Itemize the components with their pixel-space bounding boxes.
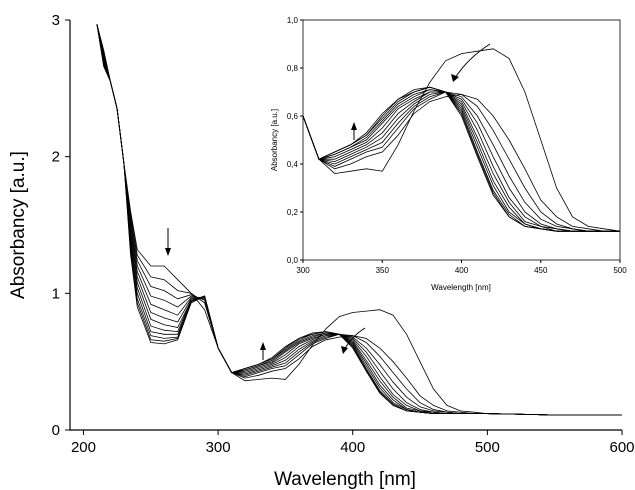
inset-series-line-6 [302,91,620,232]
inset-y-tick-label: 0,4 [287,160,299,169]
inset-x-tick-label: 500 [613,266,627,275]
inset-series-line-4 [302,91,620,232]
inset-y-tick-label: 0,6 [287,112,299,121]
decrease-arrow [165,228,171,256]
inset-increase-arrow [351,122,357,140]
main-series-line-1 [96,23,622,416]
main-x-tick-label: 600 [609,439,634,456]
inset-x-tick-label: 300 [296,266,310,275]
inset-x-axis-label: Wavelength [nm] [431,283,491,292]
main-x-axis-label: Wavelength [nm] [274,469,416,490]
inset-series-line-12 [302,86,620,232]
main-y-tick-label: 0 [52,422,60,439]
main-series-line-4 [96,24,622,416]
inset-series-group [302,48,621,232]
main-series-group [96,23,622,416]
main-series-line-2 [96,24,622,416]
increase-arrow [260,342,266,360]
main-x-ticks: 200 300 400 500 600 [71,430,635,456]
inset-y-ticks: 0,0 0,2 0,4 0,6 0,8 1,0 [287,16,303,265]
inset-plot: 300 350 400 450 500 0,0 0,2 0,4 0,6 0,8 1,0 Wavel… [270,16,627,292]
inset-x-tick-label: 350 [376,266,390,275]
inset-y-tick-label: 0,2 [287,208,299,217]
inset-x-tick-label: 450 [534,266,548,275]
main-y-tick-label: 1 [52,285,60,302]
main-x-tick-label: 300 [206,439,231,456]
inset-x-ticks: 300 350 400 450 500 [296,260,627,275]
inset-y-tick-label: 0,8 [287,64,299,73]
shift-arrow [341,327,366,354]
inset-y-tick-label: 0,0 [287,256,299,265]
main-series-line-12 [96,24,622,416]
main-x-tick-label: 400 [340,439,365,456]
inset-y-tick-label: 1,0 [287,16,299,25]
main-x-tick-label: 200 [71,439,96,456]
main-y-axis-label: Absorbancy [a.u.] [8,151,29,299]
inset-series-line-3 [302,91,620,232]
main-y-tick-label: 3 [52,12,60,29]
main-plot: 200 300 400 500 600 0 1 2 3 Wavelength [nm] Abs… [8,12,635,490]
inset-series-line-1 [302,48,621,232]
inset-y-axis-label: Absorbancy [a.u.] [270,109,279,171]
inset-shift-arrow [451,43,491,82]
main-x-tick-label: 500 [475,439,500,456]
main-y-ticks: 0 1 2 3 [52,12,70,439]
main-y-tick-label: 2 [52,149,60,166]
main-series-line-3 [96,24,622,416]
inset-x-tick-label: 400 [455,266,469,275]
main-series-line-6 [96,24,622,416]
